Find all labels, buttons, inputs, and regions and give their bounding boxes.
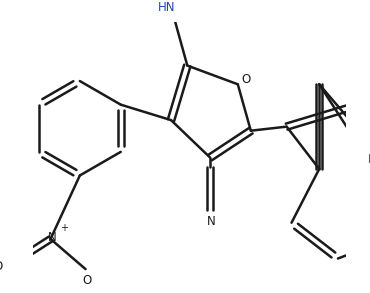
Text: N: N: [48, 231, 57, 244]
Text: O: O: [83, 274, 92, 287]
Text: N: N: [206, 214, 215, 228]
Text: HN: HN: [157, 1, 175, 14]
Text: O: O: [0, 260, 3, 273]
Text: +: +: [60, 223, 68, 233]
Text: NH: NH: [367, 153, 370, 166]
Text: O: O: [241, 73, 250, 86]
